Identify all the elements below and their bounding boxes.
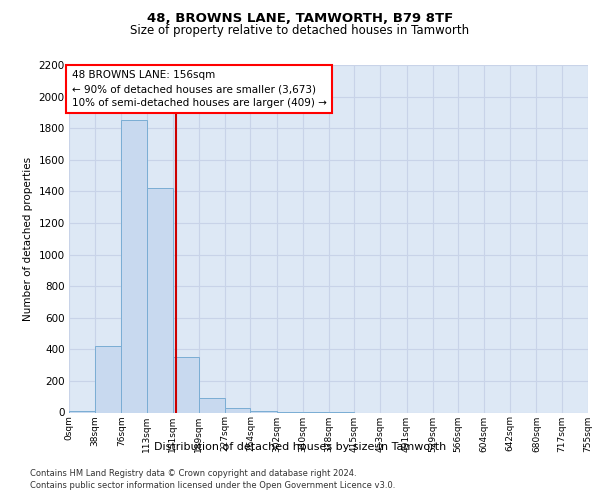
Y-axis label: Number of detached properties: Number of detached properties	[23, 156, 33, 321]
Bar	[121, 120, 146, 412]
Bar	[199, 398, 225, 412]
Bar	[69, 411, 95, 412]
Bar	[173, 357, 199, 412]
Bar	[146, 188, 173, 412]
Bar	[95, 346, 121, 412]
Bar	[225, 408, 250, 412]
Text: 48, BROWNS LANE, TAMWORTH, B79 8TF: 48, BROWNS LANE, TAMWORTH, B79 8TF	[147, 12, 453, 24]
Text: Size of property relative to detached houses in Tamworth: Size of property relative to detached ho…	[130, 24, 470, 37]
Text: 48 BROWNS LANE: 156sqm
← 90% of detached houses are smaller (3,673)
10% of semi-: 48 BROWNS LANE: 156sqm ← 90% of detached…	[71, 70, 326, 108]
Text: Distribution of detached houses by size in Tamworth: Distribution of detached houses by size …	[154, 442, 446, 452]
Text: Contains HM Land Registry data © Crown copyright and database right 2024.: Contains HM Land Registry data © Crown c…	[30, 469, 356, 478]
Text: Contains public sector information licensed under the Open Government Licence v3: Contains public sector information licen…	[30, 481, 395, 490]
Bar	[250, 411, 277, 412]
